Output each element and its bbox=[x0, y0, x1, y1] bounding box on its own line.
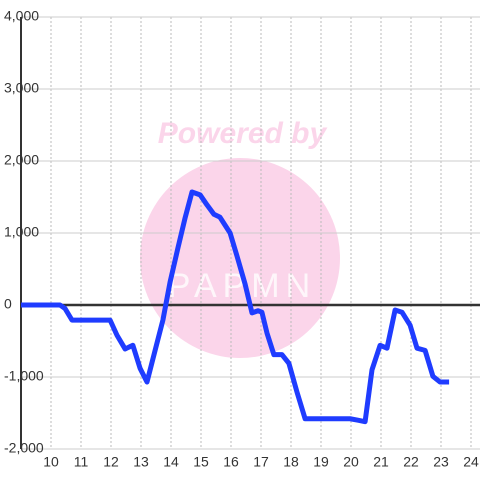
x-tick-label: 11 bbox=[74, 454, 89, 470]
x-tick-label: 18 bbox=[283, 454, 299, 470]
x-tick-label: 22 bbox=[403, 454, 419, 470]
x-tick-label: 19 bbox=[313, 454, 329, 470]
x-tick-label: 12 bbox=[103, 454, 119, 470]
watermark: Powered by bbox=[158, 117, 328, 150]
x-tick-label: 24 bbox=[463, 454, 479, 470]
x-tick-label: 13 bbox=[133, 454, 149, 470]
watermark-logo: PAPMN bbox=[168, 267, 316, 305]
x-tick-label: 14 bbox=[163, 454, 179, 470]
x-tick-label: 10 bbox=[43, 454, 59, 470]
x-tick-label: 17 bbox=[253, 454, 269, 470]
x-tick-label: 15 bbox=[193, 454, 209, 470]
y-tick-label: 4,000 bbox=[4, 8, 39, 24]
line bbox=[21, 189, 450, 425]
y-tick-label: -2,000 bbox=[4, 440, 44, 456]
y-tick-label: 0 bbox=[4, 296, 12, 312]
x-tick-label: 20 bbox=[343, 454, 359, 470]
y-tick-label: -1,000 bbox=[4, 368, 44, 384]
x-tick-label: 21 bbox=[373, 454, 389, 470]
x-tick-label: 16 bbox=[223, 454, 239, 470]
x-tick-label: 23 bbox=[433, 454, 449, 470]
